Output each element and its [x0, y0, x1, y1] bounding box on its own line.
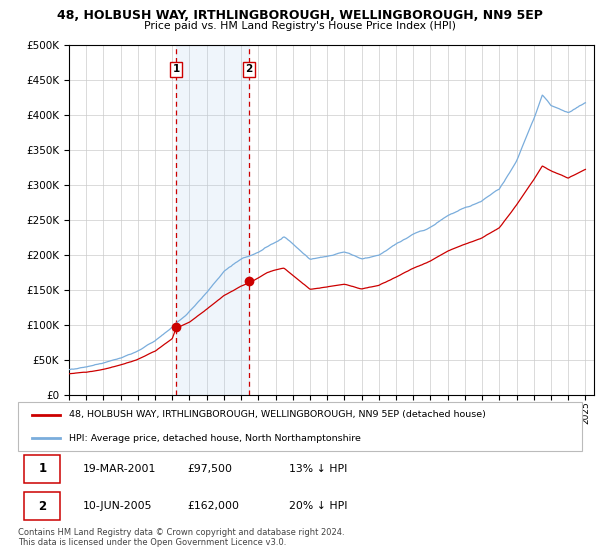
Text: 1: 1 [172, 64, 179, 74]
Text: Price paid vs. HM Land Registry's House Price Index (HPI): Price paid vs. HM Land Registry's House … [144, 21, 456, 31]
Text: 2: 2 [38, 500, 46, 512]
FancyBboxPatch shape [23, 455, 60, 483]
Text: Contains HM Land Registry data © Crown copyright and database right 2024.
This d: Contains HM Land Registry data © Crown c… [18, 528, 344, 547]
Text: HPI: Average price, detached house, North Northamptonshire: HPI: Average price, detached house, Nort… [69, 434, 361, 443]
FancyBboxPatch shape [18, 402, 582, 451]
Text: 2: 2 [245, 64, 253, 74]
Text: 10-JUN-2005: 10-JUN-2005 [83, 501, 152, 511]
Text: 19-MAR-2001: 19-MAR-2001 [83, 464, 156, 474]
Text: £97,500: £97,500 [187, 464, 232, 474]
Text: 20% ↓ HPI: 20% ↓ HPI [289, 501, 347, 511]
Bar [176, 45, 249, 395]
Text: 48, HOLBUSH WAY, IRTHLINGBOROUGH, WELLINGBOROUGH, NN9 5EP: 48, HOLBUSH WAY, IRTHLINGBOROUGH, WELLIN… [57, 9, 543, 22]
FancyBboxPatch shape [23, 492, 60, 520]
Text: 1: 1 [38, 463, 46, 475]
Text: £162,000: £162,000 [187, 501, 239, 511]
Text: 48, HOLBUSH WAY, IRTHLINGBOROUGH, WELLINGBOROUGH, NN9 5EP (detached house): 48, HOLBUSH WAY, IRTHLINGBOROUGH, WELLIN… [69, 410, 485, 419]
Text: 13% ↓ HPI: 13% ↓ HPI [289, 464, 347, 474]
